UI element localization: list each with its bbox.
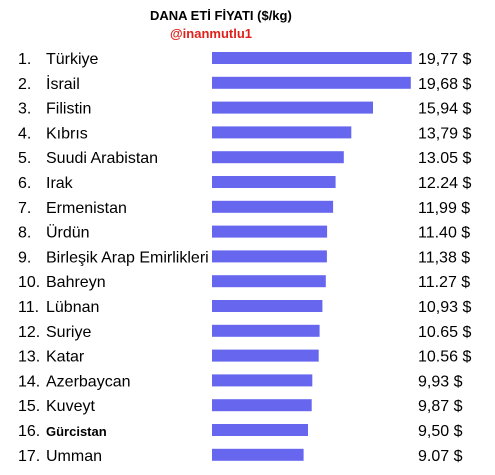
bar-17 (212, 448, 304, 461)
rank-label-6: 6. (18, 175, 31, 192)
category-label-12: Suriye (46, 324, 91, 341)
value-label-3: 15,94 $ (418, 101, 471, 118)
value-label-13: 10.56 $ (418, 349, 471, 366)
category-label-10: Bahreyn (46, 274, 106, 291)
rank-label-11: 11. (18, 299, 39, 316)
value-label-17: 9.07 $ (418, 448, 463, 465)
category-label-6: Irak (46, 175, 74, 192)
rank-label-5: 5. (18, 150, 31, 167)
bar-5 (212, 151, 344, 164)
category-label-17: Umman (46, 448, 102, 465)
rank-label-10: 10. (18, 274, 40, 291)
bar-3 (212, 101, 373, 114)
rank-label-4: 4. (18, 125, 31, 142)
chart-title: DANA ETİ FİYATI ($/kg) (150, 8, 292, 23)
category-label-5: Suudi Arabistan (46, 150, 158, 167)
category-label-15: Kuveyt (46, 398, 95, 415)
bar-14 (212, 374, 313, 387)
value-label-10: 11.27 $ (418, 274, 470, 291)
category-label-14: Azerbaycan (46, 373, 131, 390)
rank-label-12: 12. (18, 324, 40, 341)
bar-16 (212, 424, 308, 436)
value-label-4: 13,79 $ (418, 125, 471, 142)
rank-label-17: 17. (18, 448, 40, 465)
category-label-7: Ermenistan (46, 200, 127, 217)
bar-9 (212, 250, 327, 263)
bar-1 (212, 52, 412, 64)
bar-10 (212, 275, 326, 288)
bar-12 (212, 324, 320, 337)
category-label-1: Türkiye (46, 51, 99, 68)
category-label-8: Ürdün (46, 224, 90, 242)
bar-7 (212, 200, 334, 213)
value-label-16: 9,50 $ (418, 423, 463, 440)
bar-2 (212, 76, 411, 89)
bar-8 (212, 225, 328, 238)
value-label-11: 10,93 $ (418, 299, 471, 316)
bar-15 (212, 399, 312, 412)
rank-label-16: 16. (18, 423, 40, 440)
category-label-13: Katar (46, 349, 85, 366)
value-label-2: 19,68 $ (418, 76, 471, 93)
value-label-14: 9,93 $ (418, 373, 463, 390)
value-label-9: 11,38 $ (418, 249, 470, 266)
category-label-16: Gürcistan (46, 424, 107, 439)
rank-label-8: 8. (18, 225, 31, 242)
value-label-8: 11.40 $ (418, 225, 470, 242)
chart-subtitle: @inanmutlu1 (170, 26, 253, 41)
category-label-2: İsrail (46, 74, 80, 93)
value-label-15: 9,87 $ (418, 398, 463, 415)
category-label-3: Filistin (46, 101, 91, 118)
rank-label-3: 3. (18, 101, 31, 118)
category-label-11: Lübnan (46, 299, 99, 316)
rank-label-1: 1. (18, 51, 31, 68)
value-label-5: 13.05 $ (418, 150, 471, 167)
rank-label-13: 13. (18, 349, 40, 366)
rank-label-9: 9. (18, 249, 31, 266)
category-label-9: Birleşik Arap Emirlikleri (46, 249, 209, 266)
value-label-6: 12.24 $ (418, 175, 471, 192)
category-label-4: Kıbrıs (46, 125, 88, 142)
bar-13 (212, 349, 319, 362)
rank-label-14: 14. (18, 373, 40, 390)
value-label-1: 19,77 $ (418, 51, 471, 68)
rank-label-2: 2. (18, 76, 31, 93)
rank-label-7: 7. (18, 200, 31, 217)
rank-label-15: 15. (18, 398, 40, 415)
bar-6 (212, 176, 336, 188)
value-label-7: 11,99 $ (418, 200, 470, 217)
value-label-12: 10.65 $ (418, 324, 471, 341)
bar-11 (212, 300, 323, 312)
bar-4 (212, 126, 352, 139)
